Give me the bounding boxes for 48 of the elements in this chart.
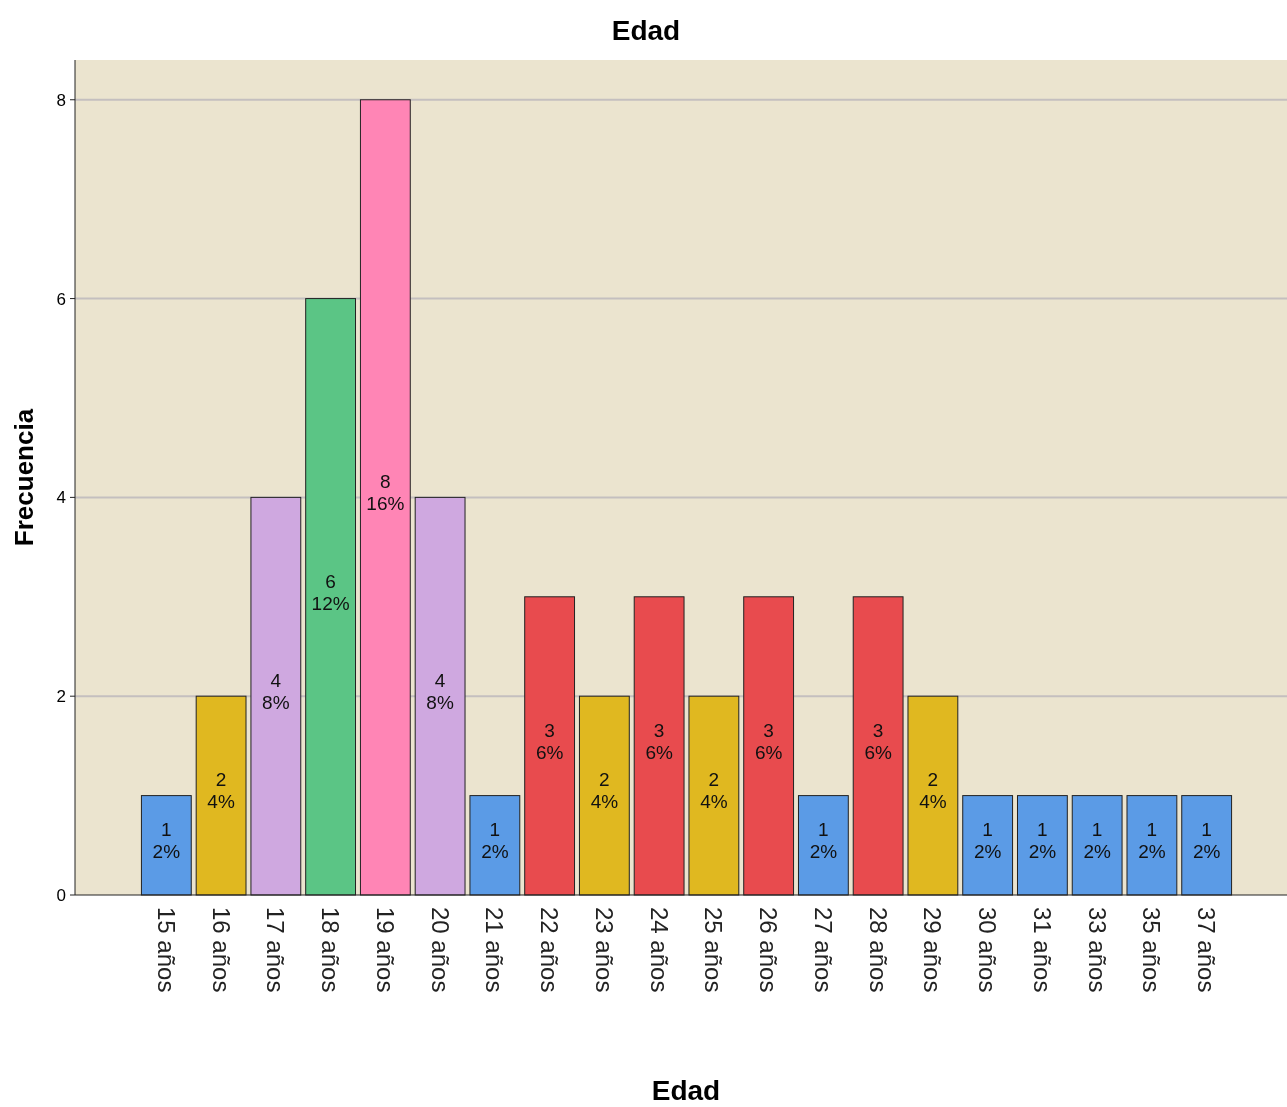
x-tick-label: 16 años <box>207 907 235 993</box>
data-label: 2 4% <box>700 769 728 813</box>
y-axis-title: Frecuencia <box>9 408 39 547</box>
y-tick-label: 6 <box>56 289 66 309</box>
chart-title: Edad <box>611 15 681 46</box>
data-label: 6 12% <box>311 570 350 614</box>
x-tick-label: 35 años <box>1138 907 1166 993</box>
data-label: 2 4% <box>207 769 235 813</box>
y-tick-label: 0 <box>56 885 66 905</box>
data-label: 4 8% <box>262 670 290 714</box>
data-label: 1 2% <box>152 819 181 863</box>
y-tick-label: 8 <box>56 90 66 110</box>
x-tick-label: 27 años <box>809 907 837 993</box>
data-label: 1 2% <box>1028 819 1057 863</box>
y-tick-label: 4 <box>56 488 66 508</box>
data-label: 8 16% <box>366 471 405 515</box>
x-tick-label: 30 años <box>974 907 1002 993</box>
data-label: 4 8% <box>426 670 454 714</box>
x-axis-title: Edad <box>651 1075 721 1106</box>
y-tick-label: 2 <box>56 687 66 707</box>
x-tick-label: 22 años <box>536 907 564 993</box>
data-label: 2 4% <box>590 769 619 813</box>
data-label: 2 4% <box>919 769 947 813</box>
data-label: 1 2% <box>809 819 838 863</box>
data-label: 3 6% <box>864 719 892 763</box>
data-label: 1 2% <box>973 819 1002 863</box>
x-tick-label: 28 años <box>864 907 892 993</box>
data-label: 1 2% <box>1138 819 1166 863</box>
x-tick-label: 24 años <box>645 907 673 993</box>
x-tick-label: 31 años <box>1029 907 1056 993</box>
x-tick-label: 29 años <box>919 907 947 993</box>
x-tick-label: 19 años <box>371 907 399 993</box>
x-tick-label: 25 años <box>700 907 728 993</box>
x-tick-label: 23 años <box>590 907 618 993</box>
x-tick-label: 17 años <box>262 907 290 993</box>
data-label: 1 2% <box>1192 819 1221 863</box>
data-label: 1 2% <box>1083 819 1111 863</box>
x-tick-label: 37 años <box>1193 907 1221 993</box>
x-tick-label: 26 años <box>755 907 783 993</box>
x-tick-label: 15 años <box>152 907 180 993</box>
x-tick-label: 21 años <box>481 907 509 993</box>
data-label: 3 6% <box>535 719 564 763</box>
x-tick-label: 20 años <box>426 907 454 993</box>
data-label: 3 6% <box>754 719 783 763</box>
data-label: 3 6% <box>645 719 673 763</box>
data-label: 1 2% <box>481 819 509 863</box>
x-tick-label: 33 años <box>1083 907 1111 993</box>
x-tick-label: 18 años <box>317 907 345 993</box>
